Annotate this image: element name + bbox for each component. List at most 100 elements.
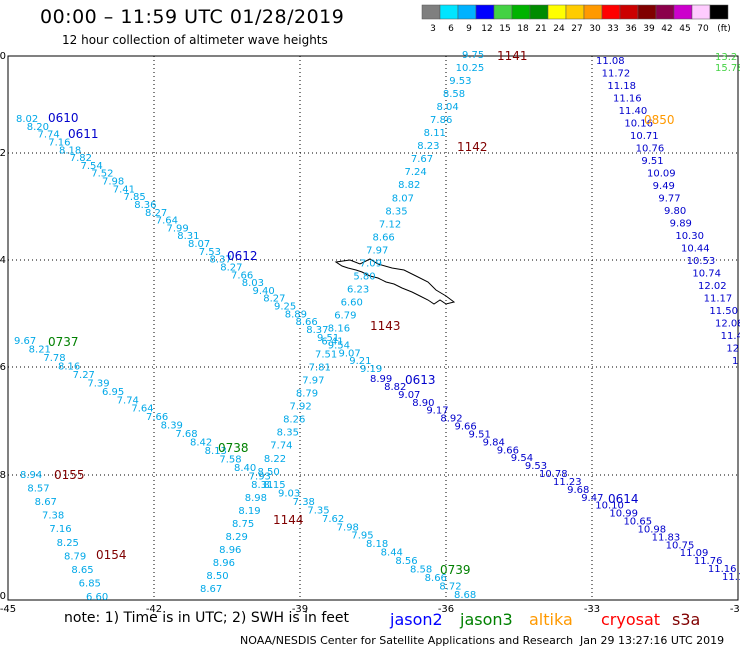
wave-height-label: 7.78 [43, 353, 65, 364]
wave-height-label: 6.60 [341, 297, 363, 308]
page-title: 00:00 – 11:59 UTC 01/28/2019 [40, 6, 345, 28]
map-frame [7, 55, 739, 601]
wave-height-label: 8.50 [258, 467, 280, 478]
wave-height-label: 9.54 [328, 341, 350, 352]
scale-bin-label: 70 [697, 24, 709, 34]
wave-height-label: 7.16 [49, 524, 71, 535]
wave-height-label: 10.71 [630, 131, 659, 142]
wave-height-label: 7.38 [42, 511, 64, 522]
wave-height-label: 8.35 [385, 206, 407, 217]
wave-height-label: 7.86 [430, 115, 452, 126]
lat-label: -60 [0, 591, 6, 602]
wave-height-label: 8.66 [296, 317, 318, 328]
time-tag: 1144 [273, 513, 304, 527]
wave-height-label: 7.58 [219, 455, 241, 466]
wave-height-label: 11.72 [602, 69, 631, 80]
legend-jason2: jason2 [390, 610, 443, 629]
wave-height-label: 11.18 [607, 81, 636, 92]
wave-height-label: 8.57 [27, 484, 49, 495]
wave-height-label: 10.10 [595, 501, 624, 512]
wave-height-label: 7.99 [167, 223, 189, 234]
wave-height-label: 7.74 [117, 395, 139, 406]
wave-height-label: 10.44 [681, 244, 710, 255]
wave-height-label: 9.40 [253, 286, 275, 297]
wave-height-label: 11.17 [704, 294, 733, 305]
wave-height-label: 11.09 [680, 548, 709, 559]
wave-height-label: 8.67 [35, 497, 57, 508]
wave-height-label: 8.15 [263, 480, 285, 491]
wave-height-label: 8.82 [398, 180, 420, 191]
wave-height-label: 7.67 [411, 154, 433, 165]
wave-height-label: 11.40 [619, 106, 648, 117]
wave-height-label: 8.31 [251, 480, 273, 491]
wave-height-label: 9.66 [497, 445, 519, 456]
wave-height-label: 8.56 [395, 556, 417, 567]
wave-height-label: 7.64 [156, 216, 178, 227]
wave-height-label: 8.75 [232, 519, 254, 530]
wave-height-label: 11.1 [722, 572, 740, 583]
wave-height-label: 8.98 [245, 493, 267, 504]
wave-height-label: 6.23 [347, 284, 369, 295]
scale-bin-label: 30 [589, 24, 601, 34]
wave-height-label: 8.11 [424, 128, 446, 139]
wave-height-label: 9.67 [14, 336, 36, 347]
wave-height-label: 11.76 [694, 556, 723, 567]
wave-height-label: 8.36 [134, 200, 156, 211]
wave-height-label: 8.37 [306, 325, 328, 336]
lon-label: -30 [730, 604, 740, 615]
wave-height-label: 8.25 [57, 538, 79, 549]
wave-height-label: 7.54 [81, 161, 103, 172]
wave-height-label: 8.35 [277, 428, 299, 439]
wave-height-label: 7.27 [73, 370, 95, 381]
wave-height-label: 7.16 [48, 137, 70, 148]
wave-height-label: 9.51 [469, 429, 491, 440]
time-tag: 0739 [440, 563, 471, 577]
wave-height-label: 10.99 [609, 509, 638, 520]
wave-height-label: 13.2 [715, 52, 737, 63]
wave-height-label: 8.50 [206, 571, 228, 582]
wave-height-label: 8.40 [234, 463, 256, 474]
wave-height-label: 10.30 [675, 231, 704, 242]
wave-height-label: 11.16 [613, 94, 642, 105]
wave-height-label: 9.53 [449, 76, 471, 87]
wave-height-label: 8.22 [264, 454, 286, 465]
timestamp-text: Jan 29 13:27:16 UTC 2019 [580, 634, 725, 647]
wave-height-label: 9.07 [339, 348, 361, 359]
wave-height-label: 8.39 [161, 421, 183, 432]
wave-height-label: 8.16 [328, 324, 350, 335]
scale-bin-label: 36 [625, 24, 637, 34]
wave-height-label: 11.4 [721, 331, 740, 342]
wave-height-label: 10.09 [647, 169, 676, 180]
time-tag: 0613 [405, 373, 436, 387]
wave-height-label: 7.66 [231, 270, 253, 281]
wave-height-label: 11.23 [553, 477, 582, 488]
scale-bin-label: 24 [553, 24, 565, 34]
wave-height-label: 10.76 [636, 144, 665, 155]
wave-height-label: 8.99 [370, 374, 392, 385]
wave-height-label: 9.53 [525, 461, 547, 472]
scale-bin-label: 39 [643, 24, 655, 34]
wave-height-label: 6.95 [102, 387, 124, 398]
wave-height-label: 6.85 [79, 578, 101, 589]
wave-height-label: 8.82 [384, 382, 406, 393]
wave-height-label: 8.16 [58, 361, 80, 372]
wave-height-label: 9.84 [483, 437, 505, 448]
wave-height-label: 8.18 [366, 539, 388, 550]
wave-height-label: 8.66 [425, 573, 447, 584]
time-tag: 0850 [644, 113, 675, 127]
wave-height-label: 9.80 [664, 206, 686, 217]
lon-label: -33 [584, 604, 600, 615]
wave-height-label: 12 [726, 344, 739, 355]
lon-label: -36 [438, 604, 454, 615]
scale-bin [709, 4, 729, 20]
time-tag: 0610 [48, 111, 79, 125]
wave-height-label: 9.21 [349, 356, 371, 367]
lon-label: -45 [0, 604, 16, 615]
scale-bin-label: 3 [430, 24, 436, 34]
wave-height-label: 8.27 [263, 294, 285, 305]
scale-bin-label: 9 [466, 24, 472, 34]
wave-height-label: 8.29 [226, 532, 248, 543]
wave-height-label: 9.51 [317, 333, 339, 344]
wave-height-label: 8.58 [443, 89, 465, 100]
